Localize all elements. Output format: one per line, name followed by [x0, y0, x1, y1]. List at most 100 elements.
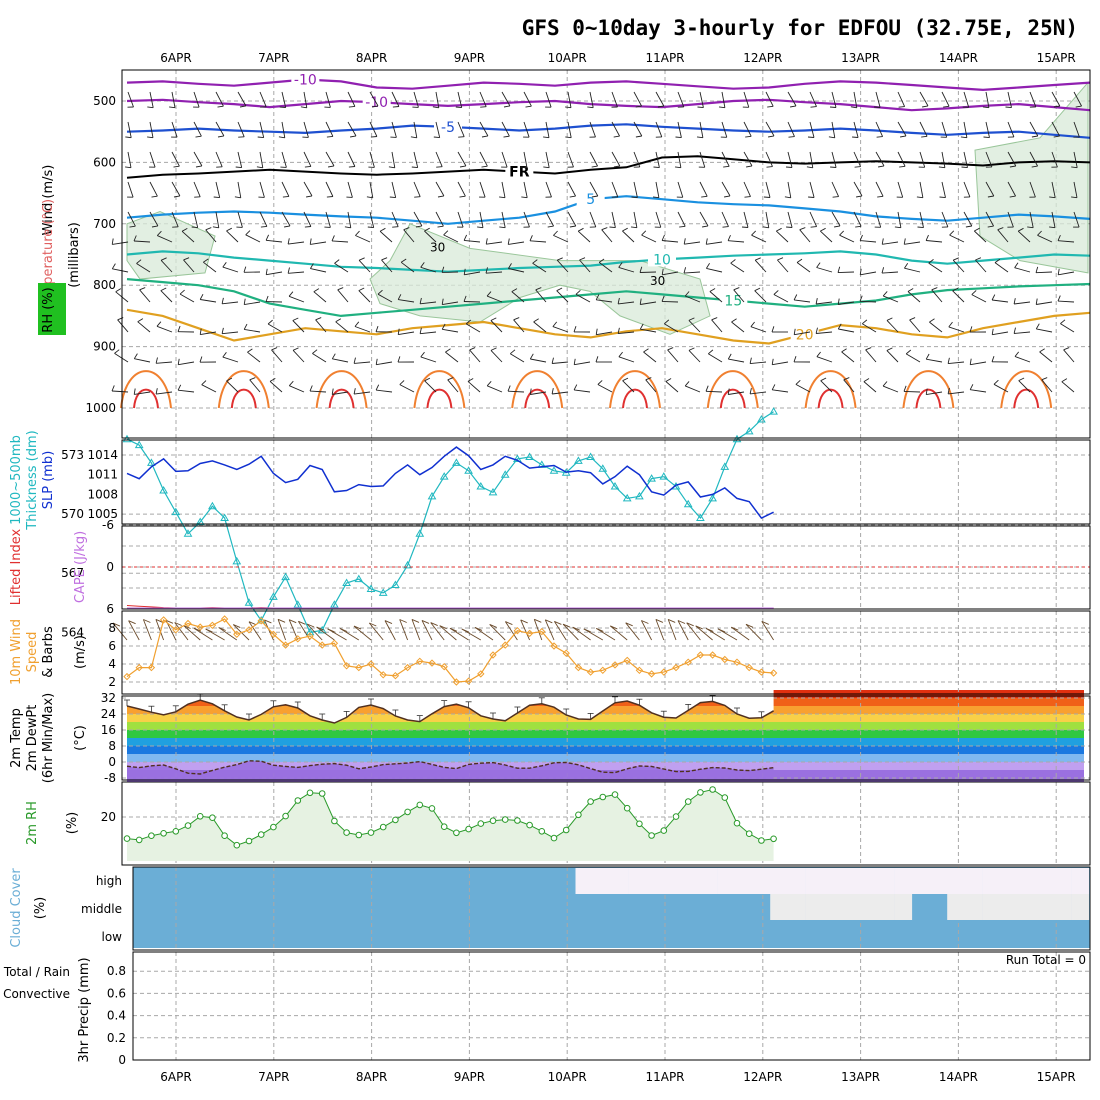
wind-barb [567, 211, 577, 227]
rh-marker [733, 819, 741, 827]
wind-barb [705, 390, 723, 393]
wind-barb-flag [993, 379, 999, 385]
wind-barb [809, 211, 818, 227]
wind-barb-flag [432, 106, 439, 109]
wind-barb-10m-flag [411, 618, 420, 623]
wind-barb [222, 331, 239, 335]
wind-barb [1051, 91, 1061, 107]
wind-barb-10m-flag [155, 618, 164, 623]
wind-barb [567, 151, 574, 168]
wind-barb [136, 263, 151, 273]
wind-barb-flag [403, 227, 410, 231]
cloud-clear-middle [805, 894, 824, 920]
wind-barb-flag [304, 165, 311, 168]
wind-barb-flag [856, 195, 863, 198]
wind-speed-marker [123, 672, 131, 681]
wind-barb [193, 121, 202, 137]
wind-barb [765, 121, 775, 137]
wind-speed-marker [733, 658, 741, 666]
wind-barb-flag [1041, 377, 1048, 381]
wind-barb-flag [125, 136, 132, 139]
temperature-line [126, 699, 774, 724]
temperature-band [127, 714, 1084, 722]
y-axis-label-cloud: Cloud Cover [9, 868, 24, 948]
rh-marker [379, 823, 387, 831]
wind-barb-flag [388, 166, 395, 169]
wind-barb-flag [278, 136, 285, 139]
rh-marker [392, 816, 399, 824]
wind-barb [1035, 271, 1053, 274]
wind-barb-flag [507, 385, 511, 392]
temperature-band [127, 730, 1084, 738]
wind-barb-flag [810, 226, 817, 228]
wind-barb-flag [1014, 351, 1020, 357]
wind-barb-10m [745, 623, 762, 641]
pressure-tick-label: 900 [93, 340, 116, 354]
y-axis-label-cape: CAPE (J/kg) [73, 531, 88, 603]
wind-barb-10m-flag [306, 623, 315, 628]
wind-barb [369, 91, 379, 107]
rh-marker [184, 822, 192, 829]
wind-barb [312, 353, 327, 363]
wind-barb-flag [862, 319, 868, 325]
wind-speed-marker [355, 663, 363, 672]
wind-barb-flag [766, 166, 773, 168]
wind-barb [420, 356, 437, 363]
wind-barb-flag [397, 356, 401, 363]
wind-barb [985, 91, 990, 108]
rh-marker [367, 829, 375, 836]
wind-barb [706, 267, 723, 273]
x-tick-label-top: 12APR [743, 51, 782, 65]
wind-barb-flag [437, 195, 444, 198]
wind-barb-flag [300, 106, 307, 109]
wind-barb-10m [562, 623, 579, 641]
wind-barb [750, 361, 767, 365]
wind-barb [708, 353, 723, 363]
wind-barb [1051, 181, 1056, 198]
wind-barb [193, 181, 201, 197]
wind-barb-10m-flag [298, 620, 306, 625]
wind-speed-marker [281, 641, 290, 649]
wind-barb-10m-flag [554, 620, 562, 625]
pressure-tick-label: 1000 [85, 401, 116, 415]
wind-barb [335, 321, 349, 333]
wind-barb-flag [881, 238, 884, 245]
wind-barb-flag [547, 225, 554, 228]
wind-barb [391, 91, 400, 107]
wind-barb-flag [854, 166, 861, 168]
wind-barb [941, 121, 948, 138]
wind-barb [523, 211, 530, 228]
wind-barb-flag [414, 196, 421, 198]
wind-barb-flag [389, 196, 396, 199]
wind-barb [699, 181, 708, 197]
wind-barb-flag [553, 230, 558, 236]
wind-speed-marker [416, 657, 424, 666]
wind-barb-flag [618, 262, 623, 268]
wind-barb-flag [730, 259, 736, 264]
axis-labels: 6APR 6APR 7APR 7APR 8APR 8APR 9APR 9APR 10APR 10A… [3, 51, 1086, 1084]
wind-barb-flag [156, 230, 162, 236]
wind-barb-flag [354, 321, 360, 327]
wind-barb-10m-flag [218, 627, 226, 631]
wind-barb-flag [1017, 227, 1024, 232]
wind-barb-flag [876, 136, 883, 138]
rh-marker [343, 829, 350, 836]
wind-barb-10m-flag [353, 625, 362, 630]
y-axis-label-cloud-units: (%) [33, 897, 48, 920]
wind-barb [1007, 121, 1015, 138]
wind-barb-10m [306, 623, 323, 641]
wind-barb-10m-flag [174, 622, 182, 626]
wind-barb [464, 239, 481, 243]
wind-barb [765, 181, 771, 198]
cloud-clear-high [858, 868, 877, 894]
temp-tick-label: 32 [101, 691, 116, 705]
wind-barb-flag [837, 266, 841, 273]
wind-speed-marker [220, 615, 229, 623]
wind-barb [259, 181, 265, 198]
wind-barb-flag [947, 357, 950, 364]
lifted-index-tick-label: -6 [102, 518, 114, 532]
wind-barb-flag [991, 294, 996, 301]
cloud-clear-high [593, 868, 612, 894]
precip-tick-label: 0 [118, 1053, 126, 1067]
wind-barb [457, 121, 465, 137]
